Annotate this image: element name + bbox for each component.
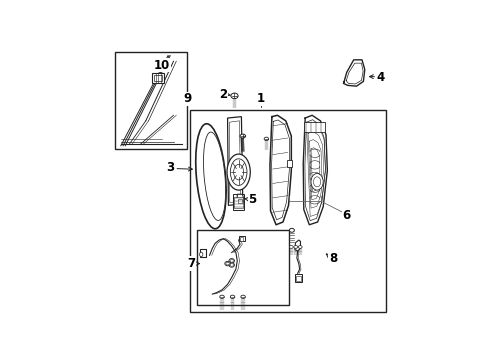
Ellipse shape [230,264,233,266]
Bar [233,194,244,210]
Polygon shape [227,117,243,205]
Ellipse shape [314,177,320,187]
Text: 5: 5 [248,193,257,206]
Ellipse shape [240,134,245,138]
Bar [238,199,242,203]
Ellipse shape [229,258,235,263]
Ellipse shape [229,263,235,267]
Ellipse shape [230,260,233,262]
Bar [240,237,243,240]
Bar [304,122,324,132]
Ellipse shape [199,252,203,257]
Text: 10: 10 [154,59,170,72]
Ellipse shape [226,262,229,265]
Ellipse shape [230,295,235,298]
Bar [296,276,301,281]
Ellipse shape [220,295,224,298]
Text: 7: 7 [187,257,196,270]
Ellipse shape [231,93,238,99]
Ellipse shape [196,124,226,229]
Text: 4: 4 [377,71,385,84]
Bar [287,161,292,167]
Bar [190,110,386,312]
Bar [152,73,164,83]
Bar [115,51,187,149]
Ellipse shape [234,164,244,180]
Bar [295,274,302,282]
Ellipse shape [230,159,247,185]
Bar [197,230,289,305]
Text: 6: 6 [343,209,351,222]
Ellipse shape [227,154,250,190]
Ellipse shape [203,132,225,220]
Bar [239,237,245,242]
Bar [235,197,243,208]
Ellipse shape [294,246,298,248]
Text: 8: 8 [329,252,337,265]
Ellipse shape [225,261,230,266]
Ellipse shape [290,246,293,248]
Polygon shape [295,240,300,251]
Text: 1: 1 [257,92,265,105]
Ellipse shape [290,228,294,232]
Text: 9: 9 [184,92,192,105]
Ellipse shape [241,295,245,298]
Ellipse shape [311,174,323,190]
Bar [154,75,162,81]
Bar [200,249,206,257]
Polygon shape [236,194,244,205]
Text: 3: 3 [167,161,175,175]
Text: 2: 2 [220,88,227,101]
Ellipse shape [298,246,302,248]
Ellipse shape [264,137,269,140]
